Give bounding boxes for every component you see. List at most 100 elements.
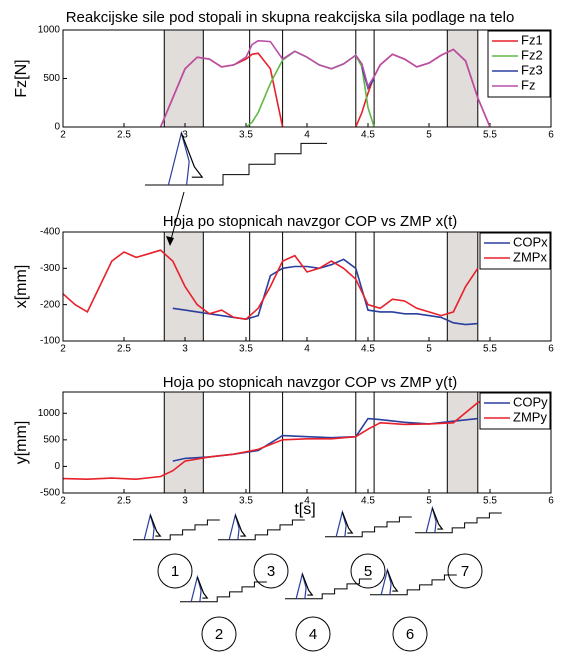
chart-title: Hoja po stopnicah navzgor COP vs ZMP y(t… [163,374,458,391]
step-circle [295,616,331,652]
leg-sketch [295,571,307,599]
legend-box [479,232,551,270]
stairs [370,574,457,596]
x-tick-label: 4.5 [361,344,375,355]
y-tick-label: 0 [54,122,60,133]
x-tick-label: 3 [182,344,188,355]
stair-sketch [145,130,327,186]
y-tick-label: 0 [54,461,60,472]
legend-label: COPx [513,234,548,249]
plot-frame [62,29,552,128]
stairs [285,578,372,600]
shaded-region [164,30,204,127]
series-line [62,397,491,481]
x-axis-label: t[s] [294,501,315,518]
x-tick-label: 5 [426,130,432,141]
step-number: 2 [215,626,223,643]
step-number: 7 [461,563,469,580]
plot-frame [62,391,552,494]
leg-sketch [380,567,392,595]
leg-sketch [386,569,399,592]
leg-sketch [425,505,437,533]
x-tick-label: 3 [182,496,188,507]
arrow-shaft [169,191,185,244]
legend-label: COPy [513,394,548,409]
stairs [133,519,220,541]
stairs [325,516,412,538]
leg-sketch [196,576,209,599]
x-tick-label: 5 [426,496,432,507]
shaded-region [164,392,204,493]
y-tick-label: 1000 [38,25,61,36]
x-tick-label: 2.5 [117,496,131,507]
leg-sketch [341,511,354,534]
legend-label: Fz1 [521,32,543,47]
shaded-region [447,392,478,493]
stair-sketch [180,574,267,603]
step-circle [201,616,237,652]
x-tick-label: 6 [548,344,554,355]
stair-sketch [218,512,305,541]
step-number: 6 [406,626,414,643]
x-tick-label: 5.5 [483,344,497,355]
leg-sketch [143,512,155,540]
step-number: 5 [364,563,372,580]
y-tick-label: 500 [43,434,60,445]
leg-sketch [228,512,240,540]
plot-frame [62,231,552,342]
legend-box [479,392,551,430]
y-tick-label: 1000 [38,408,61,419]
step-number: 4 [309,626,317,643]
leg-sketch [180,132,204,178]
x-tick-label: 4.5 [361,496,375,507]
x-tick-label: 4 [304,344,310,355]
step-circle [350,553,386,589]
x-tick-label: 4 [304,496,310,507]
stair-sketch [133,512,220,541]
y-tick-label: -500 [40,488,60,499]
chart-title: Reakcijske sile pod stopali in skupna re… [66,9,515,26]
leg-sketch [190,574,202,602]
legend-label: Fz [521,77,535,92]
stairs [415,512,502,534]
x-tick-label: 2 [60,130,66,141]
y-tick-label: -400 [40,227,60,238]
shaded-region [447,30,478,127]
x-tick-label: 3.5 [239,344,253,355]
arrow-head [166,236,174,246]
stairs [180,581,267,603]
leg-sketch [335,509,347,537]
x-tick-label: 2.5 [117,130,131,141]
series-line [62,249,479,321]
stairs [145,142,327,186]
x-tick-label: 4 [304,130,310,141]
x-tick-label: 4.5 [361,130,375,141]
series-line [159,39,491,128]
y-tick-label: 500 [43,73,60,84]
legend-label: Fz3 [521,62,543,77]
step-number: 3 [267,563,275,580]
step-circle [447,553,483,589]
step-circle [392,616,428,652]
leg-sketch [301,573,314,596]
shaded-region [164,232,204,341]
x-tick-label: 6 [548,496,554,507]
y-axis-label: y[mm] [13,421,30,465]
y-tick-label: -200 [40,299,60,310]
stair-sketch [325,509,412,538]
x-tick-label: 5 [426,344,432,355]
leg-sketch [431,507,444,530]
x-tick-label: 6 [548,130,554,141]
stair-sketch [285,571,372,600]
x-tick-label: 5.5 [483,130,497,141]
x-tick-label: 5.5 [483,496,497,507]
stair-sketch [370,567,457,596]
series-line [172,258,478,326]
x-tick-label: 2.5 [117,344,131,355]
x-tick-label: 2 [60,496,66,507]
y-tick-label: -300 [40,263,60,274]
step-circle [253,553,289,589]
leg-sketch [149,514,162,537]
